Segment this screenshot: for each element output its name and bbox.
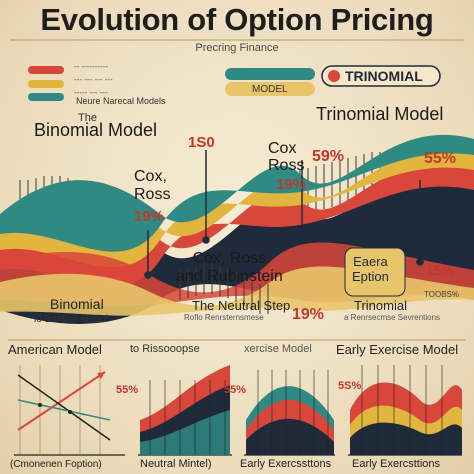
- panel-caption-1: (Cmonenen Foption): [10, 459, 102, 470]
- panel-caption-2: Neutral Mintel): [140, 458, 212, 470]
- badge-trinomial-label: TRINOMIAL: [345, 68, 423, 84]
- legend-row-1: -- ----------: [74, 62, 109, 71]
- percent-label-55: 55%: [424, 150, 457, 167]
- legend-caption: Neure Narecal Models: [76, 96, 166, 106]
- label-neutral-step: The Neutral Step: [192, 298, 291, 313]
- label-cox-ross-left: Cox, Ross: [134, 168, 171, 203]
- percent-label-150: 1S0: [188, 134, 215, 151]
- panel-title-early-exercise: Early Exercise Model: [336, 342, 459, 357]
- badge-chip-teal: [225, 68, 315, 80]
- pin-markers: [144, 150, 424, 279]
- panel-caption-3: Early Exercssttons: [240, 458, 332, 470]
- percent-label-mid: 19%: [276, 176, 307, 193]
- label-neutral-step-sub: Roflo Renrsternsmese: [184, 313, 264, 322]
- percent-label-left: 19%: [134, 208, 165, 225]
- panel-mark-1: 55%: [116, 384, 139, 396]
- panel-early-exercise: [348, 365, 462, 456]
- heading-the: The: [78, 112, 97, 124]
- percent-label-15: 15%: [426, 262, 455, 278]
- panel-neutral: [138, 365, 232, 456]
- label-lattice-model: lo Bantice Model: [34, 314, 108, 325]
- eara-eption-badge: [344, 247, 406, 297]
- label-binomial-bottom: Binomial: [50, 296, 104, 312]
- label-cox-ross-rubinstein: Cox, Ross and Rubinstein: [176, 250, 283, 285]
- badge-chip-gold: [225, 82, 315, 96]
- label-trinomial-sub: a Renrsecmse Sevrentions: [344, 313, 441, 322]
- label-trinomial-bottom: Trinomial: [354, 298, 407, 313]
- legend-row-2: --- --- --- ---: [74, 75, 113, 84]
- panel-mark-2: 55%: [224, 384, 247, 396]
- page-title: Evolution of Option Pricing: [40, 2, 434, 37]
- panel-american: [14, 365, 125, 456]
- panel-mark-3: 5S%: [338, 380, 362, 392]
- panel-caption-4: Early Exercsttions: [352, 458, 441, 470]
- label-eara-eption: Eaera Eption: [352, 254, 389, 284]
- percent-label-59: 59%: [312, 148, 345, 165]
- label-cox-ross-mid: Cox Ross: [268, 140, 305, 174]
- page-subtitle: Precring Finance: [195, 42, 279, 54]
- heading-trinomial-model: Trinomial Model: [316, 104, 444, 124]
- panel-exercise: [244, 370, 335, 456]
- badge-trinomial-dot: [328, 70, 340, 82]
- badge-trinomial: [321, 65, 441, 87]
- panel-title-exercise: xercise Model: [244, 343, 312, 355]
- badge-model-label: MODEL: [252, 84, 288, 95]
- legend-row-3: ----- --- ---: [74, 88, 108, 97]
- panel-title-to: to Rissooopse: [130, 343, 200, 355]
- lower-hatching: [179, 264, 269, 314]
- panel-title-american: American Model: [8, 342, 102, 357]
- legend-stripes: [28, 66, 64, 101]
- heading-binomial-model: Binomial Model: [34, 120, 158, 140]
- label-toobs: TOOBS%: [424, 290, 459, 299]
- percent-label-bottom: 19%: [292, 306, 325, 323]
